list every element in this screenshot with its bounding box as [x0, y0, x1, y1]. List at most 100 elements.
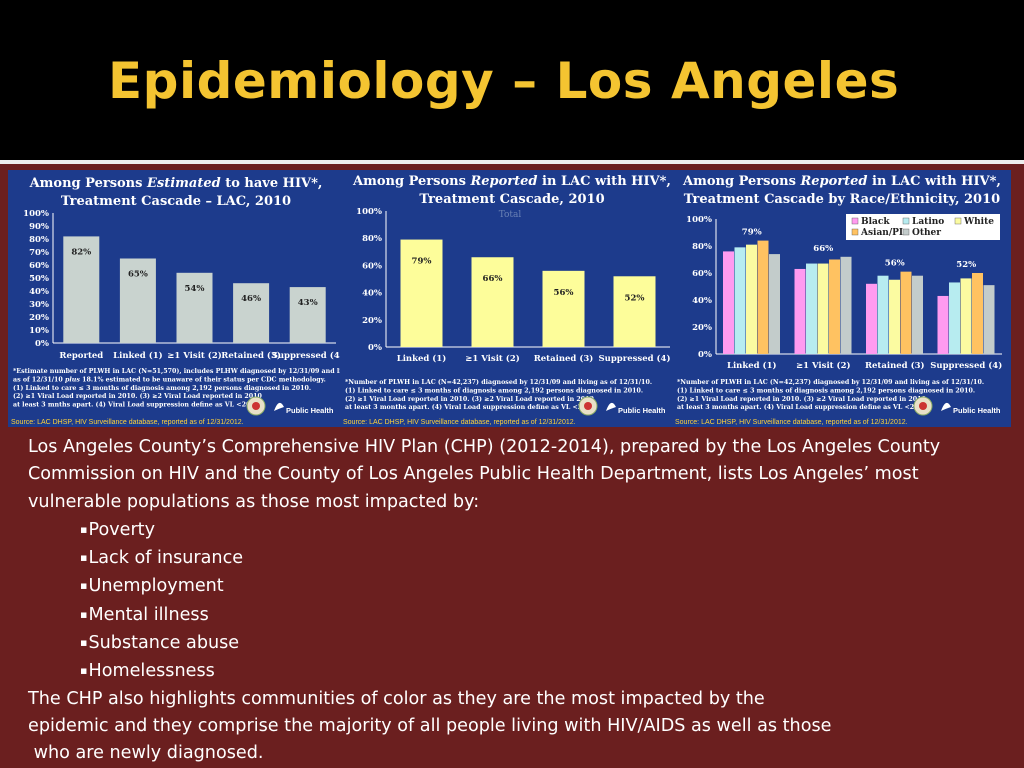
bullet-item: ▪Substance abuse: [80, 629, 1003, 657]
y-tick-label: 100%: [356, 207, 382, 217]
bullet-item: ▪Homelessness: [80, 657, 1003, 685]
legend-label: Latino: [912, 217, 944, 227]
bar: [400, 239, 443, 347]
chart-title-line2: Treatment Cascade, 2010: [419, 192, 604, 207]
y-tick-label: 40%: [362, 289, 382, 299]
bullet-glyph: ▪: [80, 551, 88, 565]
chart-footnote-line: (1) Linked to care ≤ 3 months of diagnos…: [677, 387, 975, 394]
y-tick-label: 30%: [29, 300, 49, 310]
y-tick-label: 40%: [692, 296, 712, 306]
x-category-label: Retained (3): [221, 350, 281, 361]
county-seal-logo-center: [252, 402, 260, 410]
y-tick-label: 80%: [29, 235, 49, 245]
x-category-label: Suppressed (4): [272, 350, 344, 361]
y-tick-label: 20%: [29, 313, 49, 323]
bullet-text: Mental illness: [88, 604, 209, 625]
bar-black: [937, 295, 949, 354]
closing-line: who are newly diagnosed.: [28, 743, 264, 764]
bullet-text: Homelessness: [88, 661, 215, 682]
bar-value-label: 52%: [625, 293, 645, 303]
y-tick-label: 20%: [362, 316, 382, 326]
legend-label: Other: [912, 228, 941, 238]
legend-swatch: [851, 217, 859, 225]
closing-line: The CHP also highlights communities of c…: [28, 688, 765, 709]
bar: [176, 272, 213, 343]
chart-estimated-cascade: Among Persons Estimated to have HIV*, Tre…: [11, 176, 344, 426]
bar: [613, 276, 656, 347]
bullet-glyph: ▪: [80, 664, 88, 678]
bar-other: [983, 285, 995, 354]
public-health-logo-mark: [274, 402, 284, 411]
bullet-item: ▪Unemployment: [80, 572, 1003, 600]
bullet-text: Substance abuse: [88, 633, 240, 654]
bullet-item: ▪Poverty: [80, 516, 1003, 544]
chart-title-line2: Treatment Cascade – LAC, 2010: [61, 194, 291, 209]
bar-other: [840, 256, 852, 354]
y-tick-label: 100%: [23, 209, 49, 219]
bar: [233, 283, 270, 343]
chart-title-line1: Among Persons Reported in LAC with HIV*,: [352, 174, 671, 189]
impact-bullet-list: ▪Poverty ▪Lack of insurance ▪Unemployment ▪…: [28, 516, 1003, 686]
bullet-item: ▪Mental illness: [80, 601, 1003, 629]
x-category-label: Retained (3): [865, 360, 925, 371]
legend-swatch: [954, 217, 962, 225]
county-seal-logo-center: [919, 402, 927, 410]
intro-paragraph: Los Angeles County’s Comprehensive HIV P…: [28, 434, 1003, 516]
chart-title-line1: Among Persons Estimated to have HIV*,: [29, 176, 323, 191]
y-tick-label: 10%: [29, 326, 49, 336]
bullet-text: Poverty: [88, 519, 155, 540]
closing-paragraph: The CHP also highlights communities of c…: [28, 686, 1003, 768]
chart-panel-estimated: Among Persons Estimated to have HIV*, Tre…: [8, 170, 344, 427]
chart-footnote-line: *Estimate number of PLWH in LAC (N=51,57…: [13, 368, 344, 375]
legend-swatch: [902, 217, 910, 225]
bar-value-label: 43%: [298, 298, 318, 308]
chart-subtitle: Total: [499, 210, 522, 220]
group-value-label: 79%: [742, 228, 762, 238]
closing-line: epidemic and they comprise the majority …: [28, 715, 832, 736]
bar-other: [912, 275, 923, 354]
county-seal-logo-center: [584, 402, 592, 410]
bar-latino: [877, 275, 889, 354]
chart-source: Source: LAC DHSP, HIV Surveillance datab…: [343, 419, 576, 426]
x-category-label: ≥1 Visit (2): [465, 353, 520, 364]
chart-race-cascade: Among Persons Reported in LAC with HIV*,…: [675, 174, 1002, 426]
bar-latino: [949, 282, 960, 354]
y-tick-label: 40%: [29, 287, 49, 297]
legend-box: [846, 214, 1000, 240]
bar-asianpi: [757, 240, 769, 354]
bar: [119, 258, 156, 343]
chart-footnote-line: (1) Linked to care ≤ 3 months of diagnos…: [345, 387, 643, 394]
intro-line: Los Angeles County’s Comprehensive HIV P…: [28, 437, 941, 457]
y-tick-label: 20%: [692, 323, 712, 333]
bar-value-label: 46%: [241, 294, 261, 304]
chart-source: Source: LAC DHSP, HIV Surveillance datab…: [675, 419, 908, 426]
bar-black: [723, 251, 734, 354]
x-category-label: Suppressed (4): [599, 353, 671, 364]
chart-footnote-line: (2) ≥1 Viral Load reported in 2010. (3) …: [345, 396, 595, 403]
bar-black: [794, 268, 806, 354]
public-health-logo-text: Public Health: [618, 406, 666, 415]
y-tick-label: 0%: [368, 343, 382, 353]
chart-footnote-line: (2) ≥1 Viral Load reported in 2010. (3) …: [13, 393, 263, 400]
chart-title-line1: Among Persons Reported in LAC with HIV*,: [682, 174, 1001, 189]
bullet-glyph: ▪: [80, 607, 88, 621]
bar-value-label: 82%: [71, 247, 91, 257]
chart-footnote-line: (2) ≥1 Viral Load reported in 2010. (3) …: [677, 396, 927, 403]
legend-swatch: [851, 228, 859, 236]
bar-value-label: 66%: [483, 274, 503, 284]
y-tick-label: 0%: [698, 350, 712, 360]
chart-reported-cascade: Among Persons Reported in LAC with HIV*,…: [343, 174, 671, 426]
y-tick-label: 60%: [29, 261, 49, 271]
group-value-label: 56%: [885, 259, 905, 269]
chart-footnote-line: at least 3 mnths apart. (4) Viral Load s…: [13, 402, 257, 409]
bullet-text: Lack of insurance: [88, 548, 244, 569]
x-category-label: Linked (1): [113, 350, 163, 361]
x-category-label: Retained (3): [534, 353, 594, 364]
public-health-logo-mark: [941, 402, 951, 411]
group-value-label: 52%: [956, 260, 976, 270]
bar-value-label: 56%: [554, 288, 574, 298]
chart-title-line2: Treatment Cascade by Race/Ethnicity, 201…: [684, 192, 1000, 207]
legend-label: White: [963, 217, 994, 227]
bar-black: [866, 283, 877, 354]
public-health-logo-text: Public Health: [953, 406, 1001, 415]
